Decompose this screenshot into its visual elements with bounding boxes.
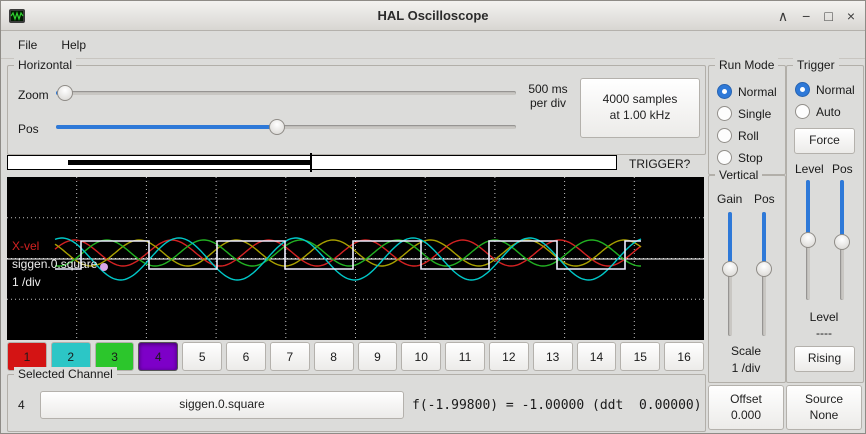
- zoom-label: Zoom: [18, 88, 49, 102]
- radio-icon: [717, 128, 732, 143]
- trigger-panel: Trigger Normal Auto Force Level Pos Leve…: [786, 58, 864, 383]
- zoom-slider-thumb[interactable]: [57, 85, 74, 101]
- maximize-icon[interactable]: □: [824, 8, 833, 24]
- channel-button-1[interactable]: 1: [7, 342, 47, 371]
- run-mode-single[interactable]: Single: [717, 106, 771, 121]
- shade-icon[interactable]: ∧: [777, 8, 789, 24]
- trigger-pos-slider-thumb[interactable]: [834, 234, 850, 251]
- channel-button-11[interactable]: 11: [445, 342, 485, 371]
- channel-button-4[interactable]: 4: [138, 342, 179, 371]
- channel-button-16[interactable]: 16: [664, 342, 704, 371]
- channel-button-15[interactable]: 15: [620, 342, 661, 371]
- window-title: HAL Oscilloscope: [377, 8, 489, 23]
- channel-button-13[interactable]: 13: [532, 342, 573, 371]
- trigger-position-tick: [310, 153, 312, 172]
- scope-channel-name: X-vel: [12, 239, 40, 253]
- menu-help[interactable]: Help: [61, 37, 87, 52]
- vertical-panel: Vertical Gain Pos Scale 1 /div: [708, 168, 786, 383]
- scale-value: 1 /div: [731, 361, 761, 375]
- vertical-pos-label: Pos: [754, 192, 775, 206]
- scale-label: Scale: [730, 344, 762, 358]
- horizontal-panel: Horizontal Zoom 500 ms per div 4000 sampl…: [7, 58, 706, 155]
- radio-icon: [717, 150, 732, 165]
- offset-button[interactable]: Offset 0.000: [708, 385, 784, 430]
- channel-button-5[interactable]: 5: [182, 342, 223, 371]
- horizontal-panel-label: Horizontal: [14, 58, 77, 72]
- radio-selected-icon: [795, 82, 810, 97]
- force-button[interactable]: Force: [794, 128, 855, 154]
- channel-button-6[interactable]: 6: [226, 342, 266, 371]
- close-icon[interactable]: ×: [846, 8, 855, 24]
- signal-name-button[interactable]: siggen.0.square: [40, 391, 404, 419]
- run-mode-roll[interactable]: Roll: [717, 128, 759, 143]
- menu-file[interactable]: File: [18, 37, 38, 52]
- app-icon: [9, 9, 25, 23]
- scope-signal-name: siggen.0.square: [12, 257, 98, 271]
- trigger-source-button[interactable]: Source None: [786, 385, 862, 430]
- trigger-level-label: Level: [795, 162, 824, 176]
- trigger-level-readout-value: ----: [816, 326, 832, 340]
- run-mode-stop[interactable]: Stop: [717, 150, 763, 165]
- capture-position-bar: [7, 153, 617, 172]
- channel-button-7[interactable]: 7: [269, 342, 310, 371]
- horizontal-pos-slider[interactable]: [56, 118, 516, 136]
- value-readout: f(-1.99800) = -1.00000 (ddt 0.00000): [412, 398, 702, 413]
- channel-button-10[interactable]: 10: [401, 342, 442, 371]
- waveform-plot: [7, 177, 704, 340]
- channel-button-9[interactable]: 9: [357, 342, 398, 371]
- menubar: File Help: [1, 31, 865, 59]
- trigger-status-text: TRIGGER?: [629, 157, 691, 171]
- horizontal-pos-slider-thumb[interactable]: [268, 119, 285, 135]
- scope-scale-text: 1 /div: [12, 275, 41, 289]
- minimize-icon[interactable]: −: [802, 8, 811, 24]
- sample-rate-button[interactable]: 4000 samples at 1.00 kHz: [580, 78, 700, 138]
- trigger-panel-label: Trigger: [793, 58, 839, 72]
- trigger-pos-label: Pos: [832, 162, 853, 176]
- radio-selected-icon: [717, 84, 732, 99]
- channel-button-8[interactable]: 8: [313, 342, 354, 371]
- pos-label: Pos: [18, 122, 39, 136]
- gain-slider-thumb[interactable]: [722, 261, 738, 278]
- trigger-level-slider-thumb[interactable]: [800, 232, 816, 248]
- timebase-readout: 500 ms per div: [528, 82, 568, 110]
- selected-channel-label: Selected Channel: [14, 367, 117, 381]
- scope-display: X-vel siggen.0.square 1 /div: [7, 177, 704, 340]
- trigger-pos-slider[interactable]: [833, 180, 851, 300]
- titlebar: HAL Oscilloscope ∧ − □ ×: [1, 1, 865, 31]
- edge-button[interactable]: Rising: [794, 346, 855, 372]
- run-mode-normal[interactable]: Normal: [717, 84, 777, 99]
- run-mode-label: Run Mode: [715, 58, 779, 72]
- vertical-pos-slider[interactable]: [755, 212, 773, 336]
- trigger-level-slider[interactable]: [799, 180, 817, 300]
- vertical-pos-slider-thumb[interactable]: [756, 261, 772, 278]
- trigger-mode-normal[interactable]: Normal: [795, 82, 855, 97]
- channel-button-2[interactable]: 2: [50, 342, 91, 371]
- gain-slider[interactable]: [721, 212, 739, 336]
- selected-channel-panel: Selected Channel 4 siggen.0.square f(-1.…: [7, 367, 706, 432]
- capture-window-band: [68, 160, 310, 165]
- gain-label: Gain: [717, 192, 743, 206]
- trigger-mode-auto[interactable]: Auto: [795, 104, 841, 119]
- selected-channel-number: 4: [18, 398, 25, 412]
- radio-icon: [795, 104, 810, 119]
- channel-button-14[interactable]: 14: [576, 342, 617, 371]
- run-mode-panel: Run Mode Normal Single Roll Stop: [708, 58, 786, 175]
- radio-icon: [717, 106, 732, 121]
- vertical-panel-label: Vertical: [715, 168, 763, 182]
- channel-button-row: 1 2 3 4 5 6 7 8 9 10 11 12 13 14 15 16: [7, 342, 704, 371]
- zoom-slider[interactable]: [56, 84, 516, 102]
- channel-button-12[interactable]: 12: [488, 342, 529, 371]
- trigger-level-readout-label: Level: [809, 310, 839, 324]
